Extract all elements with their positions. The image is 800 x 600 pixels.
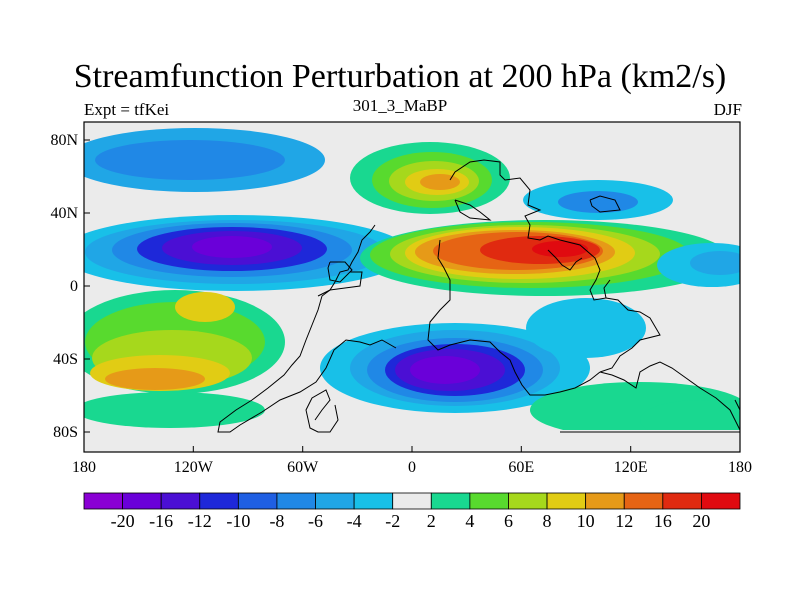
colorbar-label: 8 [543, 511, 552, 531]
coastline-south-america-tip [305, 389, 339, 433]
plot-title: Streamfunction Perturbation at 200 hPa (… [73, 58, 727, 95]
colorbar-label: -20 [111, 511, 135, 531]
colorbar-swatch [199, 492, 239, 510]
colorbar-label: -4 [347, 511, 362, 531]
contour-sh-neg-6 [410, 356, 480, 384]
contour-south-green [84, 392, 265, 428]
contour-sib-neg-2 [558, 191, 638, 213]
axis-ticks [83, 139, 741, 452]
case-label: 301_3_MaBP [352, 96, 448, 115]
colorbar-swatch [701, 492, 741, 510]
colorbar-swatch [160, 492, 201, 510]
contour-sp-green-2 [640, 400, 740, 440]
coastline-eurasia [449, 159, 611, 301]
colorbar-label: 4 [465, 511, 474, 531]
y-tick-label: 40S [53, 351, 78, 368]
colorbar-label: 10 [577, 511, 595, 531]
colorbar-swatch [585, 492, 625, 510]
coastline-central-america [317, 271, 363, 297]
colorbar-label: 16 [654, 511, 672, 531]
colorbar-swatch [392, 492, 432, 510]
experiment-label: Expt = tfKei [84, 100, 170, 119]
colorbar-label: 2 [427, 511, 436, 531]
x-tick-label: 60E [508, 459, 534, 476]
coastline-caribbean [327, 261, 353, 283]
y-tick-label: 40N [50, 205, 78, 222]
contour-swp-5 [105, 368, 205, 390]
coastline-japan-region [589, 195, 621, 213]
season-label: DJF [713, 100, 742, 119]
x-tick-label: 180 [728, 459, 752, 476]
colorbar: -20 -16 -12 -10 -8 -6 -4 -2 2 4 6 8 10 12 16 20 [83, 492, 741, 531]
x-tick-label: 180 [72, 459, 96, 476]
x-tick-label: 60W [287, 459, 319, 476]
colorbar-label: -12 [188, 511, 212, 531]
coastlines [217, 159, 740, 433]
colorbar-label: -16 [149, 511, 173, 531]
contour-east-pos-8 [532, 241, 588, 257]
coastline-africa [427, 239, 601, 396]
coastline-antarctica [560, 399, 740, 433]
colorbar-swatch [508, 492, 548, 510]
contour-eu-pos-5 [420, 174, 460, 190]
colorbar-label: -2 [385, 511, 400, 531]
colorbar-label: 20 [692, 511, 710, 531]
coastline-australia [599, 361, 740, 431]
colorbar-label: -8 [269, 511, 284, 531]
colorbar-swatch [276, 492, 316, 510]
x-tick-label: 120W [174, 459, 214, 476]
contour-sh-neg-ext [526, 298, 646, 358]
colorbar-swatch [83, 492, 123, 510]
colorbar-swatch [469, 492, 509, 510]
contour-trop-neg-6 [192, 236, 272, 258]
contour-field [84, 122, 740, 452]
colorbar-swatch [662, 492, 702, 510]
colorbar-swatch [430, 492, 471, 510]
y-tick-label: 80S [53, 424, 78, 441]
contour-nw-blue-inner [95, 140, 285, 180]
contour-south-edge [84, 430, 740, 452]
x-tick-label: 0 [408, 459, 416, 476]
contour-ep-neg-2 [690, 251, 740, 275]
coastline-indonesia [599, 297, 661, 373]
colorbar-label: 12 [615, 511, 633, 531]
y-tick-label: 0 [70, 278, 78, 295]
colorbar-label: -10 [226, 511, 250, 531]
x-tick-label: 120E [614, 459, 648, 476]
colorbar-swatch [315, 492, 355, 510]
colorbar-swatch [546, 492, 587, 510]
colorbar-label: 6 [504, 511, 513, 531]
colorbar-swatch [623, 492, 664, 510]
coastline-americas [217, 224, 397, 433]
coastline-india [547, 249, 583, 271]
colorbar-swatch [237, 492, 278, 510]
contour-swp-6 [175, 292, 235, 322]
colorbar-label: -6 [308, 511, 323, 531]
y-tick-label: 80N [50, 132, 78, 149]
colorbar-swatch [122, 492, 162, 510]
coastline-mediterranean [454, 199, 492, 221]
colorbar-swatch [353, 492, 394, 510]
